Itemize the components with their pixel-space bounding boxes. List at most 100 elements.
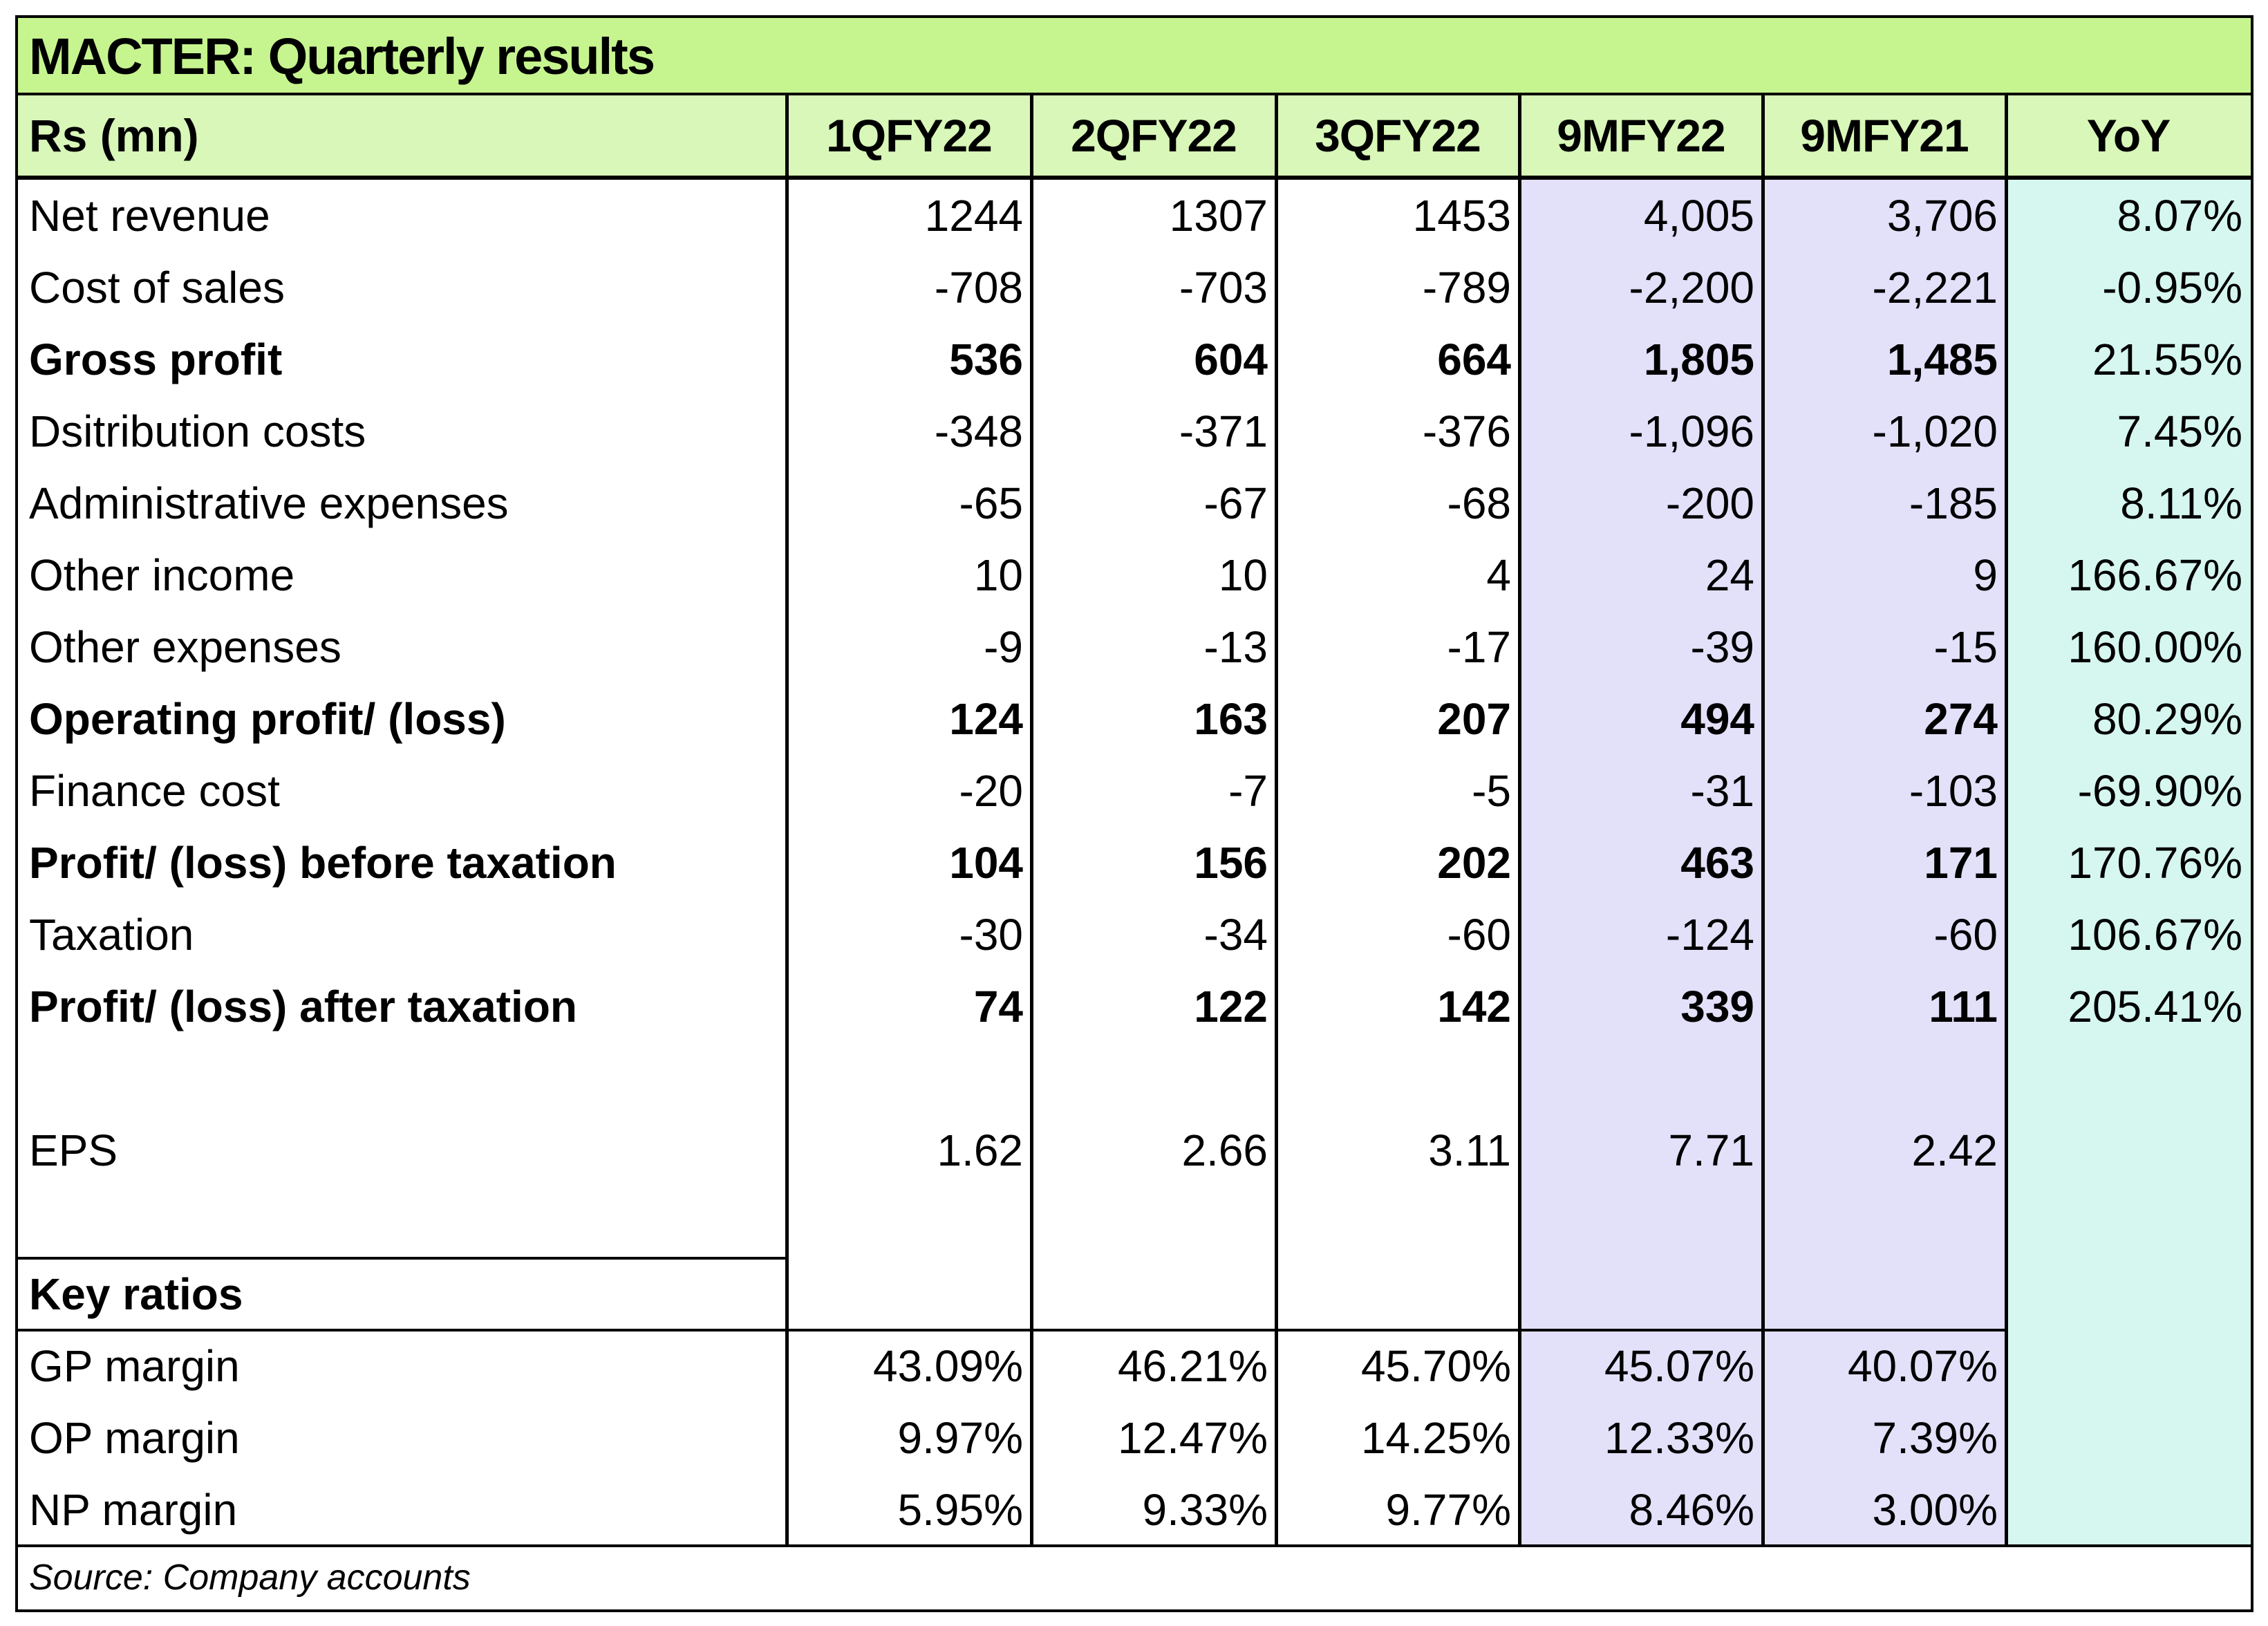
table-cell: 604 [1194, 335, 1268, 384]
column-divider [1275, 95, 1278, 1546]
header-band [18, 95, 2251, 176]
table-cell: 7.71 [1668, 1125, 1754, 1175]
column-divider [1518, 95, 1521, 1546]
row-label: Other income [29, 550, 295, 600]
table-cell: -7 [1228, 766, 1268, 816]
table-cell: -376 [1422, 406, 1511, 456]
table-cell: 1,485 [1886, 335, 1998, 384]
table-cell: 45.07% [1604, 1341, 1754, 1391]
table-cell: 160.00% [2068, 622, 2242, 672]
table-cell: 4,005 [1643, 191, 1754, 241]
table-cell: 7.45% [2117, 406, 2242, 456]
table-cell: 494 [1680, 694, 1754, 744]
table-cell: 40.07% [1847, 1341, 1998, 1391]
header-label: Rs (mn) [29, 110, 199, 161]
table-cell: -5 [1472, 766, 1511, 816]
table-cell: 463 [1680, 838, 1754, 888]
results-table: MACTER: Quarterly results Rs (mn) 1QFY22 2… [15, 15, 2253, 1612]
table-cell: 24 [1705, 550, 1754, 600]
column-divider [785, 95, 789, 1546]
table-cell: 1453 [1412, 191, 1511, 241]
table-cell: 9.77% [1385, 1485, 1511, 1535]
source-divider [18, 1544, 2251, 1547]
row-label: Operating profit/ (loss) [29, 694, 506, 744]
table-cell: 2.42 [1911, 1125, 1998, 1175]
table-title: MACTER: Quarterly results [29, 28, 655, 85]
table-cell: 14.25% [1360, 1413, 1511, 1463]
table-cell: 122 [1194, 982, 1268, 1031]
table-cell: 10 [973, 550, 1023, 600]
table-cell: -69.90% [2077, 766, 2242, 816]
row-label: Gross profit [29, 335, 283, 384]
ratio-label: NP margin [29, 1485, 238, 1535]
row-label: Net revenue [29, 191, 270, 241]
table-cell: -2,221 [1872, 263, 1998, 312]
column-header: 3QFY22 [1315, 110, 1481, 161]
table-cell: 205.41% [2068, 982, 2242, 1031]
table-cell: 43.09% [872, 1341, 1023, 1391]
table-cell: 163 [1194, 694, 1268, 744]
table-cell: -2,200 [1629, 263, 1754, 312]
table-cell: -67 [1203, 478, 1268, 528]
table-cell: 166.67% [2068, 550, 2242, 600]
row-label: Profit/ (loss) after taxation [29, 982, 577, 1031]
table-cell: -0.95% [2102, 263, 2242, 312]
table-cell: 111 [1929, 982, 1998, 1031]
table-cell: 9.33% [1142, 1485, 1268, 1535]
table-cell: -60 [1933, 910, 1998, 960]
table-cell: -65 [959, 478, 1024, 528]
table-cell: 202 [1437, 838, 1511, 888]
table-cell: -39 [1690, 622, 1755, 672]
table-cell: 80.29% [2092, 694, 2242, 744]
eps-label: EPS [29, 1125, 118, 1175]
column-divider [1761, 95, 1765, 1546]
table-cell: -20 [959, 766, 1024, 816]
table-cell: 12.33% [1604, 1413, 1754, 1463]
column-header: 2QFY22 [1071, 110, 1237, 161]
table-cell: -371 [1179, 406, 1268, 456]
table-cell: 9 [1973, 550, 1998, 600]
table-cell: -1,020 [1872, 406, 1998, 456]
table-cell: -185 [1909, 478, 1998, 528]
yoy-band [2006, 180, 2251, 1546]
title-band [18, 18, 2251, 95]
table-cell: 3.11 [1428, 1125, 1511, 1175]
table-cell: -124 [1665, 910, 1754, 960]
table-cell: 74 [973, 982, 1023, 1031]
source-note: Source: Company accounts [29, 1558, 471, 1598]
table-cell: -15 [1933, 622, 1998, 672]
ratio-label: GP margin [29, 1341, 240, 1391]
table-cell: 10 [1218, 550, 1268, 600]
column-header: 9MFY22 [1557, 110, 1725, 161]
table-cell: 45.70% [1360, 1341, 1511, 1391]
row-label: Other expenses [29, 622, 341, 672]
table-cell: 8.46% [1629, 1485, 1754, 1535]
table-cell: 274 [1924, 694, 1998, 744]
column-divider [2005, 95, 2008, 1546]
row-label: Dsitribution costs [29, 406, 366, 456]
row-label: Profit/ (loss) before taxation [29, 838, 617, 888]
header-underline [18, 176, 2251, 180]
table-cell: -103 [1909, 766, 1998, 816]
table-cell: 1307 [1169, 191, 1268, 241]
table-cell: 3.00% [1872, 1485, 1998, 1535]
table-cell: -200 [1665, 478, 1754, 528]
table-cell: -789 [1422, 263, 1511, 312]
table-cell: 21.55% [2092, 335, 2242, 384]
table-cell: -708 [934, 263, 1023, 312]
table-cell: -348 [934, 406, 1023, 456]
table-cell: 7.39% [1872, 1413, 1998, 1463]
row-label: Administrative expenses [29, 478, 509, 528]
column-header: 1QFY22 [826, 110, 993, 161]
table-cell: 664 [1437, 335, 1511, 384]
table-cell: -13 [1203, 622, 1268, 672]
table-cell: 8.11% [2120, 478, 2242, 528]
table-cell: -68 [1447, 478, 1512, 528]
table-cell: -60 [1447, 910, 1512, 960]
table-cell: 156 [1194, 838, 1268, 888]
table-cell: 124 [949, 694, 1023, 744]
row-label: Finance cost [29, 766, 280, 816]
table-cell: -30 [959, 910, 1024, 960]
table-cell: 9.97% [897, 1413, 1023, 1463]
table-cell: -9 [984, 622, 1023, 672]
